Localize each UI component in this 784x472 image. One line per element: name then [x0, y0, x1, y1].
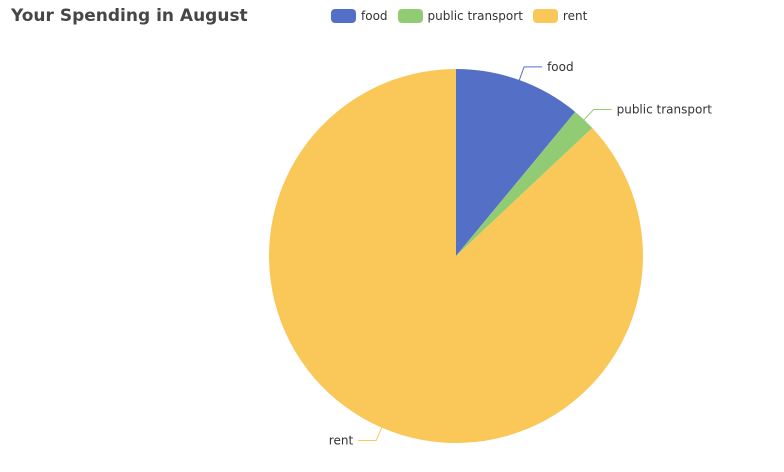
pie-slice-rent[interactable]: [269, 69, 643, 444]
slice-label: rent: [329, 433, 354, 447]
legend-swatch: [532, 9, 558, 23]
legend-swatch: [397, 9, 423, 23]
legend-label: food: [361, 9, 388, 23]
legend-item-rent[interactable]: rent: [532, 9, 588, 23]
pie-slice-public-transport[interactable]: [456, 111, 593, 256]
legend-item-food[interactable]: food: [331, 9, 388, 23]
legend-label: public transport: [427, 9, 523, 23]
legend: food public transport rent: [331, 9, 597, 23]
legend-swatch: [331, 9, 356, 23]
legend-item-public-transport[interactable]: public transport: [397, 9, 523, 23]
chart-title: Your Spending in August: [11, 6, 248, 26]
label-leader-line: [518, 66, 543, 81]
pie-slice-food[interactable]: [456, 69, 576, 256]
label-leader-line: [583, 108, 612, 121]
slice-label: public transport: [617, 102, 713, 116]
legend-label: rent: [562, 9, 588, 23]
slice-label: food: [547, 60, 574, 74]
label-leader-line: [358, 427, 383, 441]
